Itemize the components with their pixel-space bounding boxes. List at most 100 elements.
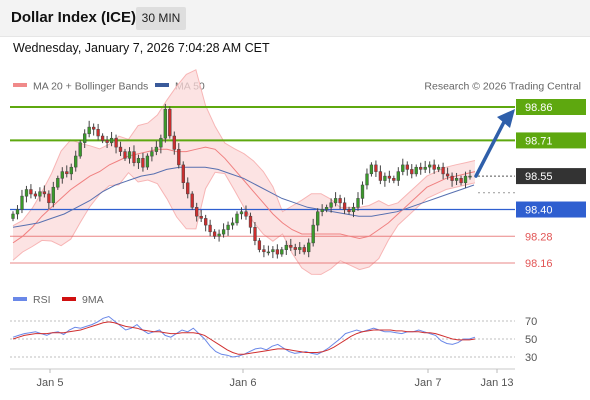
candle-body xyxy=(428,164,432,168)
candle-body xyxy=(378,171,383,181)
candle xyxy=(150,147,154,162)
candle-body xyxy=(275,249,280,255)
candle-body xyxy=(459,178,463,184)
candle xyxy=(311,218,315,247)
candle-body xyxy=(123,151,127,159)
candle-body xyxy=(114,137,118,148)
candle xyxy=(342,197,347,214)
candle xyxy=(248,212,253,234)
candle-body xyxy=(87,126,91,135)
candle xyxy=(360,181,365,205)
candle xyxy=(127,147,132,164)
arrow-shaft xyxy=(474,120,506,178)
candle xyxy=(33,191,38,199)
candle xyxy=(369,162,374,177)
candle-body xyxy=(338,198,342,204)
candle-body xyxy=(432,164,436,170)
candle xyxy=(432,159,436,174)
candle-body xyxy=(29,189,33,195)
candle-body xyxy=(141,158,145,168)
candle-body xyxy=(302,247,306,253)
candle-body xyxy=(230,222,235,226)
candle xyxy=(401,158,405,176)
candle-body xyxy=(154,146,159,152)
candle xyxy=(92,123,96,136)
candle-body xyxy=(127,151,132,159)
candle-body xyxy=(217,233,221,237)
timeframe-badge[interactable]: 30 MIN xyxy=(136,7,186,30)
candle-body xyxy=(195,207,199,217)
candle xyxy=(392,175,396,184)
pivot-level-label: 98.40 xyxy=(525,205,553,217)
candle xyxy=(177,143,181,169)
x-tick-label: Jan 6 xyxy=(230,377,257,389)
candle-body xyxy=(248,215,253,228)
candle xyxy=(221,223,226,238)
moving-averages xyxy=(12,146,476,244)
candle-body xyxy=(118,146,123,152)
target-level-tag xyxy=(516,132,586,149)
rsi-legend-label: RSI xyxy=(33,294,51,306)
ma20-line xyxy=(12,146,476,244)
rsi-line xyxy=(12,315,476,358)
candle xyxy=(100,133,105,144)
candle-body xyxy=(284,244,288,250)
candle-body xyxy=(374,164,378,172)
candle-body xyxy=(405,164,409,170)
candle-body xyxy=(365,173,369,186)
candle-body xyxy=(342,202,347,210)
datetime-label: Wednesday, January 7, 2026 7:04:28 AM CE… xyxy=(13,41,270,55)
candle xyxy=(329,198,333,213)
candle-body xyxy=(92,126,96,130)
candle xyxy=(347,206,351,215)
candle xyxy=(186,177,190,199)
candle-body xyxy=(383,175,387,181)
candle-body xyxy=(38,191,42,197)
x-tick-label: Jan 13 xyxy=(480,377,513,389)
candle-body xyxy=(463,175,468,184)
candle-body xyxy=(387,175,392,179)
candle-body xyxy=(360,184,365,199)
candle xyxy=(450,172,454,187)
candle xyxy=(423,160,427,173)
chart-header: Dollar Index (ICE) 30 MIN xyxy=(0,0,590,37)
candle xyxy=(154,140,159,156)
candle-body xyxy=(436,166,441,170)
candle xyxy=(338,194,342,210)
ma50-line xyxy=(12,166,475,228)
candle xyxy=(414,164,418,177)
candle-body xyxy=(109,137,114,143)
candle-body xyxy=(369,164,374,175)
candle xyxy=(365,168,369,190)
candle xyxy=(163,103,167,143)
candle-body xyxy=(239,211,244,215)
bollinger-bands xyxy=(12,69,476,275)
candle xyxy=(266,245,271,256)
target-level-label: 98.71 xyxy=(525,135,553,147)
current-price-tag xyxy=(516,168,586,185)
candle-body xyxy=(320,209,324,212)
candle xyxy=(20,189,24,214)
candle xyxy=(374,160,378,177)
candle-body xyxy=(42,191,47,195)
candles xyxy=(11,103,472,259)
candle xyxy=(145,153,150,170)
candle-body xyxy=(20,195,24,210)
candle-body xyxy=(401,164,405,172)
candle-body xyxy=(253,227,257,241)
candle xyxy=(51,181,55,208)
candle-body xyxy=(56,178,60,188)
candle-body xyxy=(221,229,226,235)
candle-body xyxy=(69,166,73,175)
candle xyxy=(387,170,392,183)
x-tick-label: Jan 5 xyxy=(37,377,64,389)
candle xyxy=(284,240,288,255)
candle xyxy=(226,221,230,236)
candle xyxy=(262,245,266,258)
candle xyxy=(204,214,208,232)
candle-body xyxy=(177,149,181,166)
candle-body xyxy=(186,182,190,195)
price-levels xyxy=(10,106,515,264)
candle xyxy=(396,167,400,186)
